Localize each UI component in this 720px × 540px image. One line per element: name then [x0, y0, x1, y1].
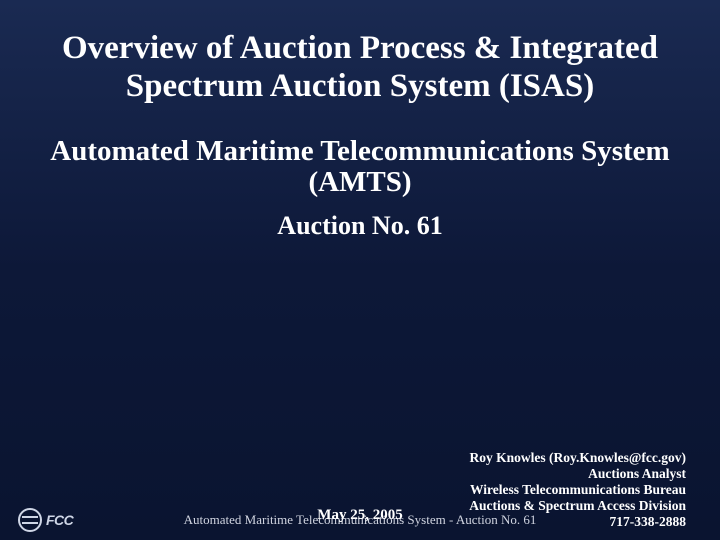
- slide-title: Overview of Auction Process & Integrated…: [28, 30, 692, 106]
- contact-name-email: Roy Knowles (Roy.Knowles@fcc.gov): [28, 450, 686, 466]
- slide-container: Overview of Auction Process & Integrated…: [0, 0, 720, 540]
- fcc-logo-text: FCC: [46, 512, 73, 528]
- fcc-logo: FCC: [18, 508, 73, 532]
- fcc-logo-icon: [18, 508, 42, 532]
- slide-date: May 25, 2005: [317, 507, 402, 524]
- slide-subtitle-2: Auction No. 61: [28, 211, 692, 241]
- slide-subtitle-1: Automated Maritime Telecommunications Sy…: [28, 136, 692, 199]
- contact-role: Auctions Analyst: [28, 466, 686, 482]
- contact-bureau: Wireless Telecommunications Bureau: [28, 482, 686, 498]
